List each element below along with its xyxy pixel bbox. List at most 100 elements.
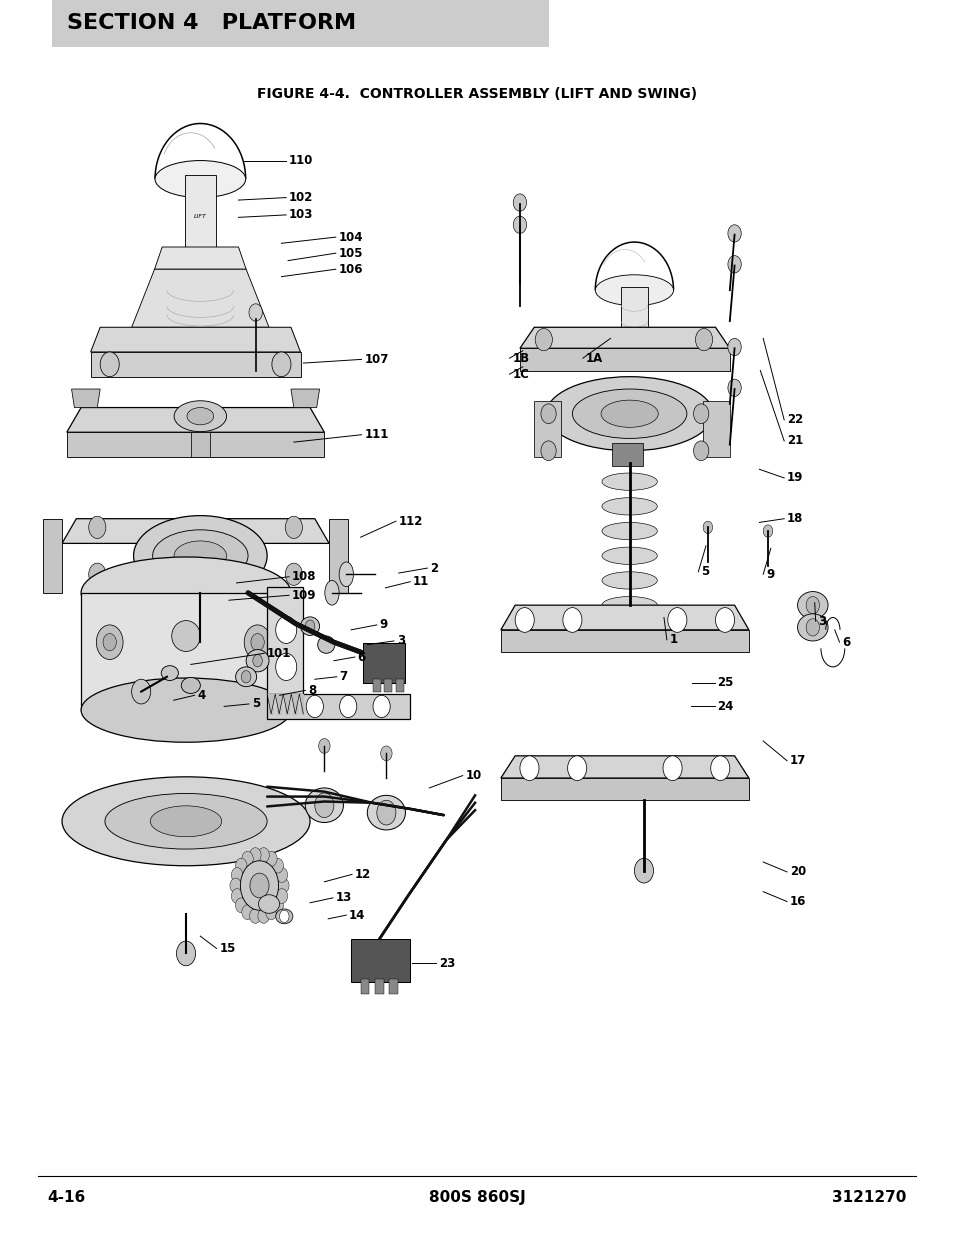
Circle shape: [257, 847, 269, 862]
Circle shape: [275, 867, 287, 882]
Ellipse shape: [367, 795, 405, 830]
Polygon shape: [500, 605, 748, 630]
Text: 6: 6: [357, 651, 366, 663]
Text: 111: 111: [364, 429, 389, 441]
Polygon shape: [519, 348, 729, 370]
Circle shape: [513, 194, 526, 211]
Text: 106: 106: [338, 263, 363, 275]
Circle shape: [89, 563, 106, 585]
Text: 15: 15: [219, 942, 235, 955]
Bar: [620, 287, 647, 346]
Circle shape: [89, 516, 106, 538]
Ellipse shape: [300, 616, 319, 636]
Ellipse shape: [595, 275, 673, 306]
Polygon shape: [67, 432, 324, 457]
Circle shape: [103, 634, 116, 651]
Text: 4: 4: [197, 689, 206, 701]
Polygon shape: [267, 587, 303, 694]
Circle shape: [634, 858, 653, 883]
Circle shape: [339, 695, 356, 718]
Circle shape: [380, 746, 392, 761]
Circle shape: [662, 756, 681, 781]
Circle shape: [249, 304, 262, 321]
Circle shape: [100, 352, 119, 377]
Circle shape: [567, 756, 586, 781]
Ellipse shape: [258, 894, 279, 914]
Text: 12: 12: [355, 868, 371, 881]
Circle shape: [279, 910, 289, 923]
Bar: [373, 679, 380, 692]
Circle shape: [513, 216, 526, 233]
Bar: [351, 939, 410, 982]
Circle shape: [693, 404, 708, 424]
Text: 25: 25: [717, 677, 733, 689]
Ellipse shape: [601, 572, 657, 589]
Text: 5: 5: [700, 566, 709, 578]
Ellipse shape: [545, 377, 713, 451]
Text: 9: 9: [765, 568, 774, 580]
Circle shape: [314, 793, 334, 818]
Ellipse shape: [62, 777, 310, 866]
Bar: [52, 0, 548, 47]
Text: 21: 21: [786, 435, 802, 447]
Ellipse shape: [600, 400, 658, 427]
Ellipse shape: [601, 547, 657, 564]
Circle shape: [250, 909, 261, 924]
Text: 112: 112: [398, 515, 423, 527]
Text: 8: 8: [308, 684, 316, 697]
Ellipse shape: [81, 557, 291, 629]
Polygon shape: [329, 519, 348, 593]
Polygon shape: [500, 778, 748, 800]
Text: 5: 5: [252, 698, 260, 710]
Bar: [375, 979, 383, 994]
Ellipse shape: [152, 530, 248, 582]
Circle shape: [727, 225, 740, 242]
Circle shape: [277, 878, 289, 893]
Polygon shape: [267, 694, 410, 719]
Circle shape: [305, 620, 314, 632]
Text: 14: 14: [349, 909, 365, 921]
Circle shape: [519, 756, 538, 781]
Circle shape: [265, 851, 277, 866]
Ellipse shape: [181, 677, 200, 694]
Circle shape: [96, 625, 123, 659]
Ellipse shape: [797, 592, 827, 619]
Bar: [362, 643, 405, 683]
Circle shape: [710, 756, 729, 781]
Circle shape: [695, 329, 712, 351]
Polygon shape: [91, 327, 300, 352]
Circle shape: [285, 563, 302, 585]
Circle shape: [715, 608, 734, 632]
Text: 16: 16: [789, 895, 805, 908]
Text: 22: 22: [786, 414, 802, 426]
Ellipse shape: [81, 678, 291, 742]
Bar: [183, 599, 197, 624]
Text: 13: 13: [335, 892, 352, 904]
Text: FIGURE 4-4.  CONTROLLER ASSEMBLY (LIFT AND SWING): FIGURE 4-4. CONTROLLER ASSEMBLY (LIFT AN…: [256, 86, 697, 101]
Ellipse shape: [187, 408, 213, 425]
Circle shape: [272, 858, 283, 873]
Bar: [81, 593, 291, 710]
Circle shape: [805, 619, 819, 636]
Circle shape: [562, 608, 581, 632]
Ellipse shape: [235, 667, 256, 687]
Circle shape: [250, 873, 269, 898]
Text: 104: 104: [338, 231, 363, 243]
Circle shape: [272, 352, 291, 377]
Text: 11: 11: [413, 576, 429, 588]
Ellipse shape: [324, 580, 338, 605]
Text: LIFT: LIFT: [193, 214, 207, 219]
Polygon shape: [62, 519, 329, 543]
Circle shape: [306, 695, 323, 718]
Polygon shape: [500, 756, 748, 778]
Text: 20: 20: [789, 866, 805, 878]
Ellipse shape: [601, 597, 657, 614]
Bar: [395, 679, 403, 692]
Polygon shape: [71, 389, 100, 408]
Text: 105: 105: [338, 247, 363, 259]
Text: SECTION 4   PLATFORM: SECTION 4 PLATFORM: [67, 14, 355, 33]
Text: 17: 17: [789, 755, 805, 767]
Ellipse shape: [275, 909, 293, 924]
Circle shape: [176, 941, 195, 966]
Text: 103: 103: [289, 209, 314, 221]
